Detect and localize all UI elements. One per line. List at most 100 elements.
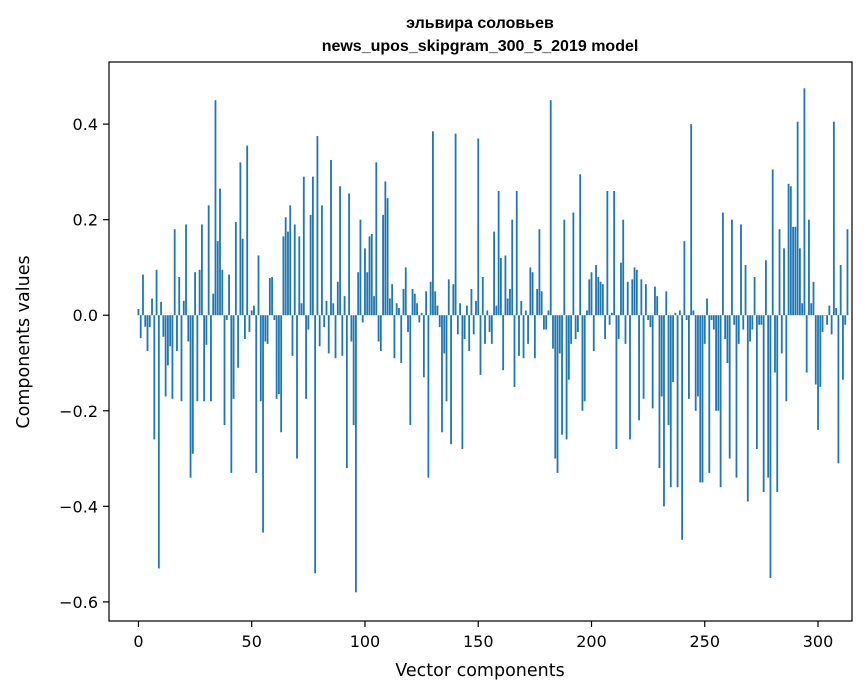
bar-237 bbox=[674, 312, 677, 316]
bar-243 bbox=[688, 315, 690, 399]
bar-301 bbox=[819, 315, 822, 387]
bar-153 bbox=[484, 315, 486, 344]
bar-297 bbox=[810, 303, 813, 316]
bar-117 bbox=[402, 288, 405, 316]
y-axis-label: Components values bbox=[14, 255, 34, 428]
bar-31 bbox=[207, 205, 210, 316]
bar-45 bbox=[239, 162, 242, 316]
bar-167 bbox=[515, 191, 518, 316]
bar-14 bbox=[169, 315, 172, 347]
bar-242 bbox=[685, 315, 688, 320]
bar-216 bbox=[626, 281, 629, 316]
bar-7 bbox=[153, 315, 156, 440]
bar-32 bbox=[210, 315, 212, 402]
bar-62 bbox=[277, 315, 280, 395]
x-tick-label: 50 bbox=[242, 632, 262, 651]
bar-21 bbox=[185, 224, 187, 316]
bar-96 bbox=[355, 315, 357, 593]
bar-162 bbox=[504, 255, 507, 316]
bar-284 bbox=[780, 315, 783, 354]
bar-28 bbox=[200, 224, 203, 316]
bar-74 bbox=[305, 315, 307, 399]
bar-41 bbox=[230, 315, 233, 473]
bar-239 bbox=[678, 310, 681, 316]
bar-241 bbox=[683, 241, 686, 316]
bar-235 bbox=[669, 315, 672, 488]
bar-150 bbox=[477, 138, 480, 316]
bar-77 bbox=[311, 176, 314, 316]
bar-166 bbox=[513, 315, 516, 387]
bar-264 bbox=[735, 315, 738, 478]
bar-84 bbox=[327, 315, 330, 354]
bar-70 bbox=[296, 315, 298, 459]
bar-247 bbox=[697, 315, 699, 397]
bar-40 bbox=[228, 274, 230, 316]
bar-119 bbox=[407, 315, 409, 332]
bar-27 bbox=[198, 269, 201, 316]
bar-49 bbox=[248, 315, 251, 332]
bar-151 bbox=[479, 315, 482, 375]
bar-157 bbox=[493, 231, 495, 316]
bar-58 bbox=[268, 277, 271, 316]
bar-118 bbox=[404, 267, 407, 316]
bar-79 bbox=[316, 136, 319, 316]
bar-292 bbox=[798, 248, 801, 316]
bar-224 bbox=[644, 284, 647, 316]
bar-287 bbox=[787, 183, 790, 316]
bar-17 bbox=[176, 315, 178, 352]
bar-188 bbox=[563, 219, 566, 316]
bar-75 bbox=[307, 315, 310, 330]
bar-50 bbox=[250, 310, 253, 316]
bar-267 bbox=[742, 315, 745, 330]
bar-223 bbox=[642, 315, 645, 399]
bar-194 bbox=[577, 315, 579, 332]
bar-312 bbox=[844, 315, 847, 325]
bar-164 bbox=[509, 288, 511, 316]
bar-122 bbox=[413, 293, 416, 316]
bar-33 bbox=[212, 293, 215, 316]
bar-270 bbox=[749, 315, 751, 342]
bar-53 bbox=[257, 255, 260, 316]
bar-204 bbox=[599, 281, 602, 316]
bar-295 bbox=[805, 315, 808, 373]
bar-10 bbox=[160, 301, 162, 316]
bar-274 bbox=[758, 315, 761, 325]
bar-106 bbox=[377, 315, 380, 342]
bar-193 bbox=[574, 315, 577, 340]
bar-29 bbox=[203, 315, 206, 402]
bar-124 bbox=[418, 315, 421, 323]
bar-87 bbox=[334, 315, 337, 359]
bar-222 bbox=[640, 279, 643, 316]
bar-211 bbox=[615, 315, 618, 449]
y-axis-ticks: −0.6 −0.4 −0.2 0.0 0.2 0.4 bbox=[59, 115, 109, 612]
bar-177 bbox=[538, 229, 541, 316]
bar-22 bbox=[187, 315, 190, 342]
bar-20 bbox=[182, 300, 185, 316]
x-axis-ticks: 0 50 100 150 200 250 300 bbox=[133, 621, 833, 651]
bar-191 bbox=[570, 315, 573, 344]
bar-279 bbox=[769, 315, 772, 578]
bar-90 bbox=[341, 315, 344, 356]
bar-95 bbox=[352, 315, 355, 426]
bar-199 bbox=[588, 279, 591, 316]
bar-101 bbox=[366, 272, 369, 316]
bar-240 bbox=[681, 315, 684, 540]
bar-111 bbox=[388, 298, 391, 316]
bar-133 bbox=[438, 315, 441, 328]
bar-83 bbox=[325, 300, 328, 316]
bar-160 bbox=[499, 257, 502, 316]
bar-255 bbox=[715, 315, 717, 411]
bar-249 bbox=[701, 315, 704, 483]
bar-220 bbox=[635, 269, 638, 316]
bar-300 bbox=[817, 315, 819, 430]
bar-23 bbox=[189, 315, 192, 478]
bar-82 bbox=[323, 315, 326, 328]
bar-310 bbox=[839, 265, 842, 316]
bar-125 bbox=[420, 312, 423, 316]
bar-109 bbox=[384, 181, 387, 316]
bar-209 bbox=[610, 312, 613, 316]
bar-66 bbox=[287, 231, 289, 316]
bar-259 bbox=[724, 315, 727, 340]
bar-181 bbox=[547, 310, 550, 316]
